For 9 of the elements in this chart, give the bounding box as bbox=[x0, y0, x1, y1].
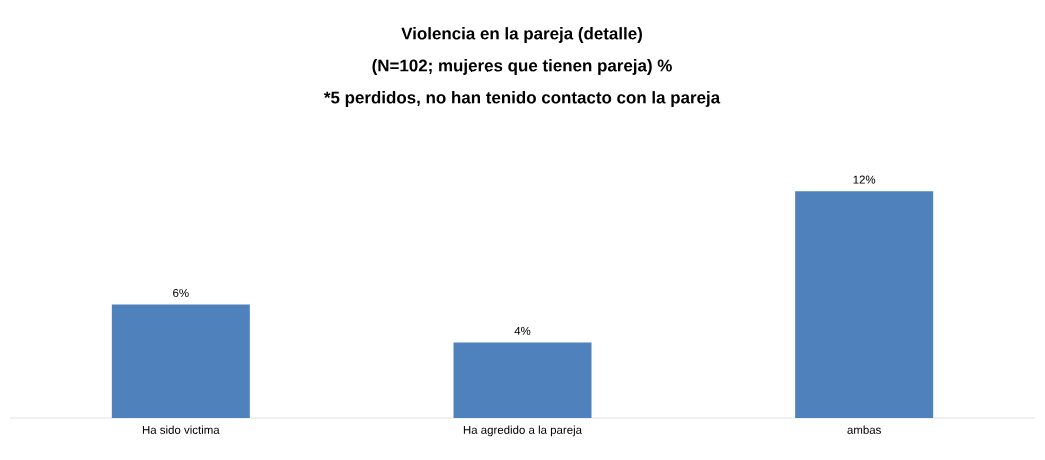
chart-subtitle: (N=102; mujeres que tienen pareja) % bbox=[372, 59, 672, 75]
x-tick-label: Ha agredido a la pareja bbox=[463, 425, 583, 437]
x-tick-label: Ha sido victima bbox=[142, 425, 220, 434]
data-label: 4% bbox=[514, 326, 531, 335]
text: *5 perdidos, no han tenido contacto con la pareja bbox=[323, 91, 721, 107]
data-label: 12% bbox=[853, 175, 876, 184]
data-label: 6% bbox=[173, 288, 189, 298]
x-tick-label: ambas bbox=[847, 425, 881, 434]
chart-title: Violencia en la pareja (detalle) bbox=[401, 27, 642, 43]
